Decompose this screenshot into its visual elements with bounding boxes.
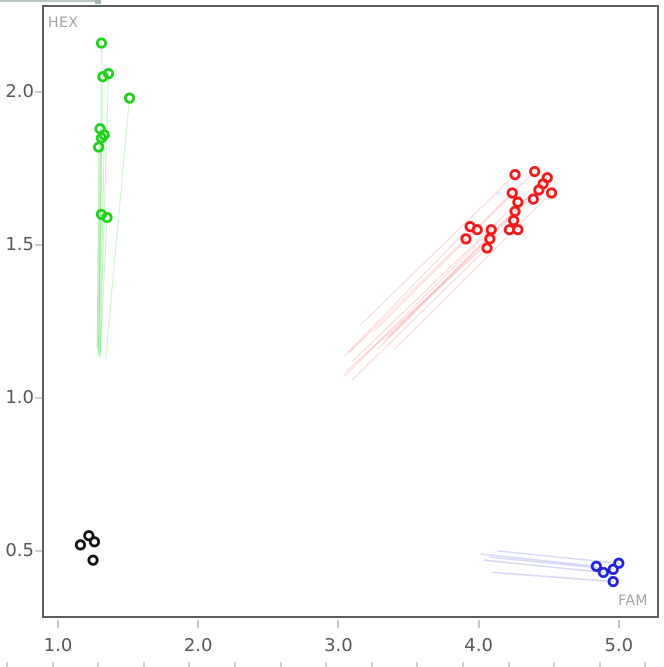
bottom-ruler-tick [325, 662, 328, 667]
red-double-positive-point[interactable] [527, 193, 539, 205]
red-double-positive-point[interactable] [481, 242, 493, 254]
x-tick-label-3.0: 3.0 [324, 635, 353, 656]
y-tick-label-0.5: 0.5 [5, 540, 34, 561]
red-double-positive-trail [374, 170, 536, 332]
bottom-ruler-tick [644, 662, 647, 667]
bottom-ruler-tick [553, 662, 556, 667]
red-double-positive-trail [351, 247, 488, 381]
x-tick-label-1.0: 1.0 [43, 635, 73, 656]
blue-fam-positive-trail [483, 559, 605, 574]
y-tick-mark-1.5 [35, 244, 42, 246]
blue-fam-positive-trail [497, 550, 620, 565]
red-double-positive-trail [393, 192, 553, 350]
green-hex-positive-point[interactable] [123, 92, 136, 104]
green-hex-positive-point[interactable] [93, 141, 105, 153]
red-double-positive-point[interactable] [506, 187, 518, 199]
green-hex-positive-trail [105, 97, 131, 359]
red-double-positive-trail [344, 225, 471, 356]
green-hex-positive-trail [98, 137, 102, 353]
top-tab-underline-fragment [0, 0, 97, 2]
black-negative-point[interactable] [88, 536, 101, 548]
red-double-positive-point[interactable] [471, 224, 483, 236]
blue-fam-positive-point[interactable] [607, 563, 619, 575]
green-hex-positive-trail [98, 76, 104, 350]
bottom-ruler-tick [416, 662, 419, 667]
bottom-ruler-tick [142, 662, 145, 667]
red-double-positive-point[interactable] [512, 196, 524, 208]
black-negative-point[interactable] [74, 539, 87, 551]
green-hex-positive-trail [99, 134, 105, 356]
green-hex-positive-trail [96, 146, 100, 350]
red-double-positive-trail [360, 173, 516, 326]
green-hex-positive-point[interactable] [97, 71, 109, 83]
y-tick-label-1.0: 1.0 [5, 387, 34, 408]
x-tick-mark-4.0 [477, 620, 480, 628]
green-hex-positive-point[interactable] [101, 211, 113, 224]
red-double-positive-trail [343, 229, 492, 378]
red-double-positive-trail [348, 192, 513, 353]
red-double-positive-point[interactable] [503, 224, 516, 236]
bottom-ruler-tick [51, 662, 54, 667]
bottom-ruler-tick [507, 662, 510, 667]
bottom-ruler-tick [97, 662, 100, 667]
red-double-positive-point[interactable] [529, 165, 541, 178]
x-tick-mark-2.0 [197, 620, 200, 628]
red-double-positive-point[interactable] [533, 184, 545, 196]
blue-fam-positive-trail [491, 571, 614, 583]
y-tick-mark-2.0 [35, 91, 42, 93]
y-axis-label-hex: HEX [48, 15, 79, 31]
green-hex-positive-trail [98, 42, 102, 353]
x-tick-mark-1.0 [57, 620, 59, 628]
y-tick-mark-1.0 [35, 397, 42, 399]
red-double-positive-point[interactable] [509, 169, 521, 181]
red-double-positive-point[interactable] [545, 187, 558, 199]
y-tick-label-1.5: 1.5 [5, 234, 34, 255]
bottom-ruler-tick [279, 662, 282, 667]
red-double-positive-trail [384, 183, 544, 341]
black-negative-point[interactable] [83, 530, 95, 542]
bottom-ruler-tick [234, 662, 236, 667]
y-tick-mark-0.5 [35, 550, 42, 552]
x-tick-mark-3.0 [337, 620, 340, 628]
x-tick-label-5.0: 5.0 [604, 635, 634, 656]
blue-fam-positive-trail [480, 553, 598, 568]
bottom-ruler-tick [598, 662, 601, 667]
green-hex-positive-point[interactable] [95, 132, 108, 144]
bottom-ruler-tick [188, 662, 191, 667]
green-hex-positive-trail [96, 128, 101, 347]
red-double-positive-trail [351, 201, 519, 362]
bottom-ruler-tick [462, 662, 464, 667]
bottom-ruler-tick [370, 662, 373, 667]
red-double-positive-trail [346, 219, 515, 372]
top-tab-underline-notch [95, 0, 101, 4]
blue-fam-positive-point[interactable] [590, 560, 602, 572]
x-tick-mark-5.0 [617, 620, 620, 628]
blue-fam-positive-point[interactable] [607, 575, 619, 588]
red-double-positive-point[interactable] [484, 233, 496, 245]
x-axis-label-fam: FAM [618, 593, 648, 609]
black-negative-point[interactable] [87, 554, 99, 566]
bottom-ruler-tick [6, 662, 8, 667]
red-double-positive-point[interactable] [460, 233, 472, 245]
y-tick-label-2.0: 2.0 [5, 81, 34, 102]
green-hex-positive-trail [99, 216, 108, 359]
green-hex-positive-point[interactable] [95, 37, 108, 49]
blue-fam-positive-point[interactable] [597, 566, 609, 579]
x-tick-label-4.0: 4.0 [464, 635, 493, 656]
green-hex-positive-trail [98, 213, 102, 356]
x-tick-label-2.0: 2.0 [183, 635, 213, 656]
scatter-plot-frame [42, 5, 659, 618]
red-double-positive-point[interactable] [508, 214, 520, 227]
blue-fam-positive-point[interactable] [613, 557, 625, 569]
